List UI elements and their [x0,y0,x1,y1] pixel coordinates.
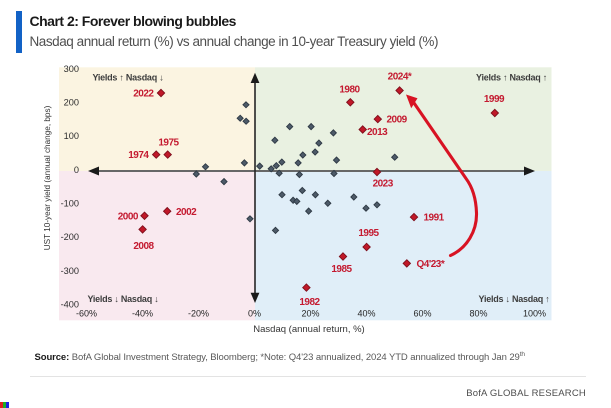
svg-text:40%: 40% [357,309,375,319]
svg-text:Yields ↓ Nasdaq ↑: Yields ↓ Nasdaq ↑ [479,294,550,304]
svg-text:1985: 1985 [331,264,352,275]
svg-text:-20%: -20% [188,309,209,319]
svg-text:2024*: 2024* [388,72,412,83]
svg-text:Q4'23*: Q4'23* [417,259,445,270]
svg-text:1982: 1982 [299,297,320,308]
svg-text:0%: 0% [248,309,261,319]
svg-text:UST 10-year yield (annual chan: UST 10-year yield (annual change, bps) [43,105,52,250]
svg-text:1995: 1995 [358,228,379,239]
svg-text:Nasdaq (annual return, %): Nasdaq (annual return, %) [253,324,364,335]
svg-text:-100: -100 [61,199,79,209]
svg-text:-40%: -40% [132,309,153,319]
svg-text:2008: 2008 [133,241,154,252]
svg-text:2013: 2013 [367,127,388,138]
svg-text:1991: 1991 [424,213,445,224]
svg-text:Yields ↓ Nasdaq ↓: Yields ↓ Nasdaq ↓ [88,294,159,304]
svg-text:20%: 20% [301,309,319,319]
svg-text:2002: 2002 [176,207,197,218]
svg-text:0: 0 [74,165,79,175]
svg-text:1975: 1975 [158,138,179,149]
svg-text:2000: 2000 [118,211,139,222]
svg-text:300: 300 [64,64,79,74]
svg-text:100%: 100% [523,309,546,319]
svg-text:Yields ↑ Nasdaq ↓: Yields ↑ Nasdaq ↓ [93,72,164,82]
svg-text:-60%: -60% [76,309,97,319]
svg-text:1980: 1980 [339,85,360,96]
svg-text:2022: 2022 [133,89,154,100]
svg-text:1974: 1974 [128,150,149,161]
svg-text:-300: -300 [61,266,79,276]
svg-text:2009: 2009 [387,115,408,126]
svg-text:80%: 80% [469,309,487,319]
svg-text:1999: 1999 [484,94,505,105]
svg-text:200: 200 [64,98,79,108]
svg-text:-400: -400 [61,300,79,310]
svg-text:2023: 2023 [373,178,394,189]
svg-text:60%: 60% [413,309,431,319]
svg-text:100: 100 [64,131,79,141]
svg-text:-200: -200 [61,232,79,242]
svg-text:Yields ↑ Nasdaq ↑: Yields ↑ Nasdaq ↑ [476,72,547,82]
